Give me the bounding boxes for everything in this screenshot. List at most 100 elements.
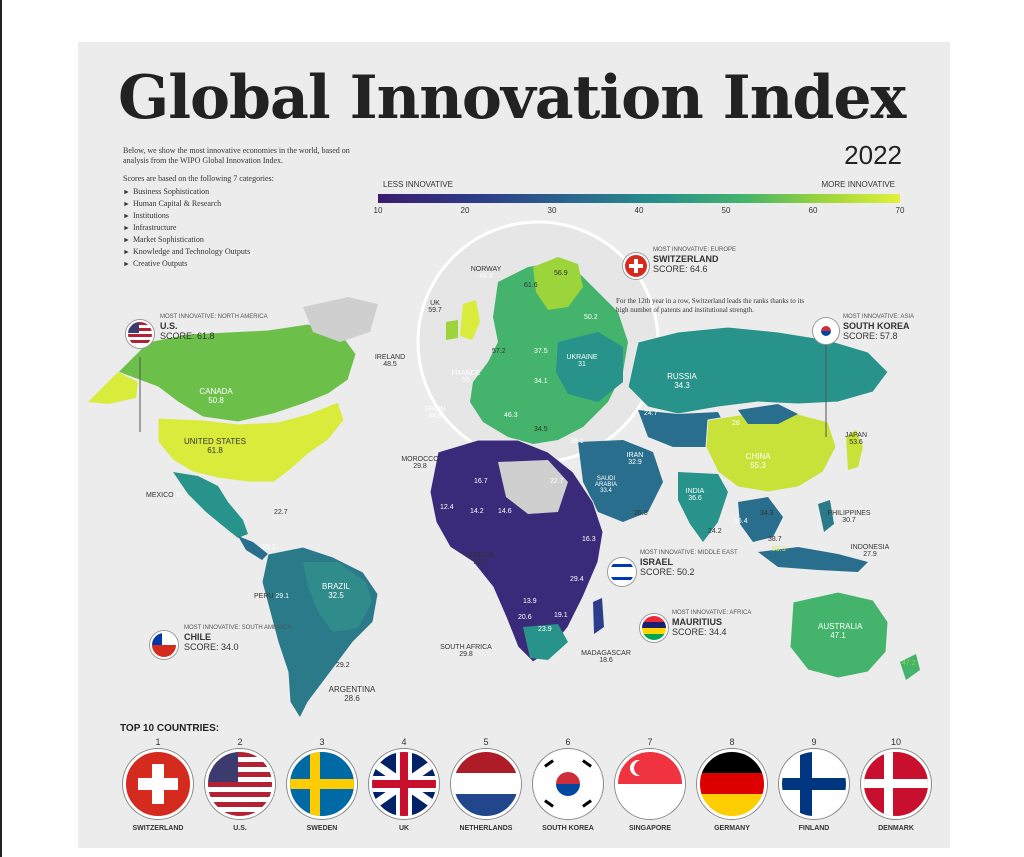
scandinavia-shape <box>533 257 583 310</box>
country-label: 61.6 <box>524 282 538 289</box>
mongolia-shape <box>738 404 798 424</box>
country-label: 16.7 <box>474 478 488 485</box>
top10-item: 2 U.S. <box>200 737 280 832</box>
infographic-poster: Global Innovation Index 2022 Below, we s… <box>78 42 950 848</box>
country-label: 29.2 <box>262 544 276 551</box>
country-label: MADAGASCAR 18.6 <box>581 650 631 664</box>
netherlands-flag-icon <box>451 749 521 819</box>
categories-title: Scores are based on the following 7 cate… <box>123 174 274 183</box>
country-label: 34.5 <box>534 426 548 433</box>
country-label: NIGERIA 16.9 <box>465 552 495 566</box>
country-label: 22.7 <box>550 478 564 485</box>
southeast-asia-shape <box>738 497 783 542</box>
top10-title: TOP 10 COUNTRIES: <box>120 723 220 734</box>
top10-list: 1 SWITZERLAND 2 U.S. 3 SWEDEN 4 <box>118 737 938 837</box>
country-label: 20.6 <box>518 614 532 621</box>
mauritius-flag-icon <box>640 614 668 642</box>
category-item: Business Sophistication <box>123 186 373 198</box>
callout-subtitle: MOST INNOVATIVE: EUROPE <box>653 247 737 253</box>
india-shape <box>678 472 728 542</box>
callout-subtitle: MOST INNOVATIVE: NORTH AMERICA <box>160 314 268 320</box>
country-label: 22.7 <box>274 509 288 516</box>
top10-item: 4 UK <box>364 737 444 832</box>
callout-country: SOUTH KOREA <box>843 321 910 331</box>
scale-tick: 40 <box>634 206 644 215</box>
east-europe-shape <box>556 332 623 402</box>
country-label: 53.3 <box>772 546 786 553</box>
japan-shape <box>846 430 863 470</box>
germany-flag-icon <box>697 749 767 819</box>
top10-item: 1 SWITZERLAND <box>118 737 198 832</box>
callout-subtitle: MOST INNOVATIVE: AFRICA <box>672 610 752 616</box>
brazil-shape <box>303 562 372 632</box>
top10-item: 10 DENMARK <box>856 737 936 832</box>
callout-score: SCORE: 34.0 <box>184 642 239 652</box>
country-label: MOROCCO 29.8 <box>401 456 439 470</box>
country-label: 12.4 <box>440 504 454 511</box>
page-title: Global Innovation Index <box>118 63 906 133</box>
country-label: INDIA 36.6 <box>685 488 705 502</box>
callout-score: SCORE: 50.2 <box>640 567 695 577</box>
country-label: 14.2 <box>470 508 484 515</box>
country-label: ARGENTINA 28.6 <box>328 685 376 703</box>
country-label: 24.2 <box>708 528 722 535</box>
top10-item: 7 SINGAPORE <box>610 737 690 832</box>
country-label: 47.2 <box>902 660 916 667</box>
category-item: Creative Outputs <box>123 258 373 270</box>
category-item: Infrastructure <box>123 222 373 234</box>
country-label: UKRAINE 31 <box>566 354 598 368</box>
callout-middle-east: MOST INNOVATIVE: MIDDLE EAST ISRAEL SCOR… <box>608 550 738 586</box>
scale-tick: 50 <box>721 206 731 215</box>
country-label: AUSTRALIA 47.1 <box>818 622 863 640</box>
country-label: MEXICO 31 <box>146 492 184 499</box>
callout-asia: MOST INNOVATIVE: ASIA SOUTH KOREA SCORE:… <box>813 314 915 344</box>
greenland-shape <box>303 297 378 342</box>
us-flag-icon <box>126 320 154 348</box>
country-label: 38.1 <box>570 438 584 445</box>
color-scale-legend: LESS INNOVATIVE MORE INNOVATIVE 10 20 30… <box>374 180 905 215</box>
country-label: 26.8 <box>634 510 648 517</box>
year-label: 2022 <box>844 140 902 170</box>
israel-flag-icon <box>608 558 636 586</box>
canada-shape <box>117 323 357 423</box>
less-innovative-label: LESS INNOVATIVE <box>383 180 453 189</box>
country-label: SAUDI ARABIA 33.4 <box>594 476 617 494</box>
top10-item: 6 SOUTH KOREA <box>528 737 608 832</box>
country-label: CANADA 50.8 <box>199 387 233 405</box>
callout-south-america: MOST INNOVATIVE: SOUTH AMERICA CHILE SCO… <box>150 625 292 659</box>
south-africa-shape <box>523 624 568 660</box>
category-item: Market Sophistication <box>123 234 373 246</box>
callout-africa: MOST INNOVATIVE: AFRICA MAURITIUS SCORE:… <box>640 610 752 642</box>
country-label: 38.7 <box>768 536 782 543</box>
us-flag-icon <box>205 749 275 819</box>
callout-country: U.S. <box>160 321 178 331</box>
callout-score: SCORE: 57.8 <box>843 331 898 341</box>
callout-europe: MOST INNOVATIVE: EUROPE SWITZERLAND SCOR… <box>623 247 737 279</box>
country-label: 50.2 <box>584 314 598 321</box>
south-korea-flag-icon <box>533 749 603 819</box>
russia-shape <box>627 326 889 415</box>
callout-score: SCORE: 34.4 <box>672 627 727 637</box>
uk-shape <box>460 300 480 340</box>
scale-tick: 10 <box>373 206 383 215</box>
scale-tick: 30 <box>547 206 557 215</box>
callout-subtitle: MOST INNOVATIVE: ASIA <box>843 314 915 320</box>
country-label: 37.5 <box>534 348 548 355</box>
callout-subtitle: MOST INNOVATIVE: SOUTH AMERICA <box>184 625 292 631</box>
category-item: Institutions <box>123 210 373 222</box>
callout-country: CHILE <box>184 632 211 642</box>
switzerland-note: For the 12th year in a row, Switzerland … <box>616 297 805 314</box>
country-label: 13.9 <box>523 598 537 605</box>
denmark-flag-icon <box>861 749 931 819</box>
madagascar-shape <box>593 598 604 634</box>
country-label: BRAZIL 32.5 <box>321 582 350 600</box>
country-label: UNITED STATES 61.8 <box>184 437 246 455</box>
new-zealand-shape <box>900 654 920 680</box>
country-label: CHINA 55.3 <box>745 452 771 470</box>
top10-item: 3 SWEDEN <box>282 737 362 832</box>
categories-list: Business Sophistication Human Capital & … <box>123 186 373 270</box>
middle-east-shape <box>578 440 663 522</box>
country-label: 19.1 <box>554 612 568 619</box>
philippines-shape <box>818 500 834 532</box>
alaska-shape <box>88 372 138 404</box>
